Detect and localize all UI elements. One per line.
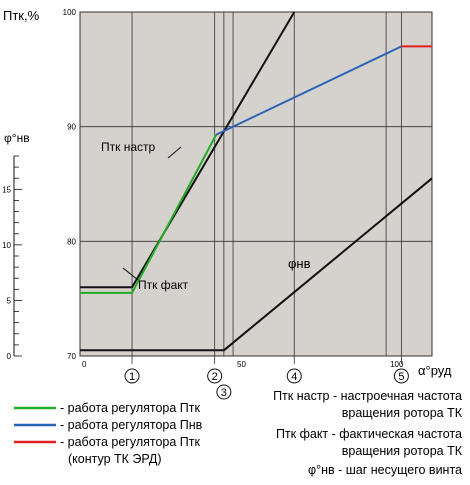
marker-label-5: 5: [398, 371, 404, 383]
series-group: [80, 11, 433, 352]
legend-text-0: - работа регулятора Птк: [60, 401, 201, 415]
marker-circle-4: [286, 368, 302, 384]
marker-circle-3: [216, 384, 232, 400]
legend-text-2: - работа регулятора Птк: [60, 435, 201, 449]
series-line-0: [80, 11, 296, 289]
y-tick-label-90: 90: [67, 123, 76, 132]
marker-circle-1: [124, 368, 140, 384]
leader-ptk-fakt: [122, 267, 139, 281]
y-tick-label-70: 70: [67, 352, 76, 361]
note-line-4: φ°нв - шаг несущего винта: [308, 463, 462, 477]
grid: [80, 12, 432, 364]
notes: Птк настр - настроечная частота вращения …: [273, 389, 463, 477]
leader-ptk-nastr: [167, 146, 182, 159]
note-line-1: вращения ротора ТК: [342, 406, 463, 420]
marker-label-3: 3: [221, 387, 227, 399]
legend-text-3: (контур ТК ЭРД): [68, 452, 162, 466]
marker-circle-2: [207, 368, 223, 384]
curve-label-ptk-fakt: Птк факт: [138, 278, 189, 292]
marker-label-2: 2: [212, 371, 218, 383]
phi-tick-label-15: 15: [2, 185, 11, 194]
marker-label-1: 1: [129, 371, 135, 383]
phi-axis-label: φ°нв: [4, 131, 30, 145]
phi-tick-label-5: 5: [7, 296, 12, 305]
marker-group: 1 234 5: [124, 368, 409, 400]
series-line-2: [215, 45, 402, 136]
note-line-2: Птк факт - фактическая частота: [276, 427, 462, 441]
x-tick-label-0: 0: [82, 360, 87, 369]
x-axis-label: α°руд: [418, 363, 452, 378]
marker-label-4: 4: [291, 371, 297, 383]
y-tick-label-80: 80: [67, 237, 76, 246]
series-line-4: [80, 177, 433, 352]
phi-tick-label-10: 10: [2, 241, 11, 250]
series-line-1: [80, 134, 218, 294]
legend-text-1: - работа регулятора Пнв: [60, 418, 203, 432]
phi-axis: 0 5 10 15: [2, 155, 22, 361]
y-tick-label-100: 100: [63, 8, 77, 17]
plot-area: [79, 11, 433, 357]
legend: - работа регулятора Птк - работа регулято…: [14, 401, 203, 466]
curve-label-phi-nv: φнв: [288, 256, 311, 271]
y-axis-label: Птк,%: [3, 8, 40, 23]
curve-label-ptk-nastr: Птк настр: [101, 140, 156, 154]
marker-circle-5: [393, 368, 409, 384]
tick-labels: 70 80 90 100 0 50 100: [63, 8, 404, 369]
note-line-0: Птк настр - настроечная частота: [273, 389, 462, 403]
note-line-3: вращения ротора ТК: [342, 444, 463, 458]
x-tick-label-50: 50: [237, 360, 246, 369]
phi-tick-label-0: 0: [7, 352, 12, 361]
x-tick-label-100: 100: [390, 360, 404, 369]
